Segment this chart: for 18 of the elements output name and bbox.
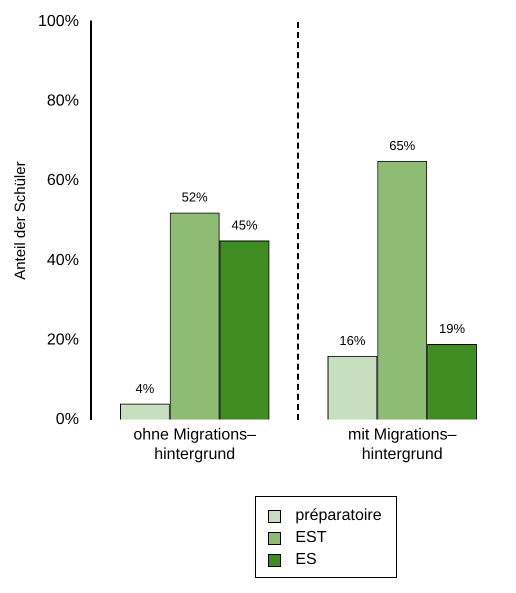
y-tick-label: 60% xyxy=(46,172,79,190)
legend-label: préparatoire xyxy=(295,507,382,525)
legend-label: ES xyxy=(295,551,317,569)
y-tick-label: 20% xyxy=(46,331,79,348)
y-axis-title: Anteil der Schüler xyxy=(12,161,30,280)
data-label: 65% xyxy=(389,138,416,153)
x-tick-label: ohne Migrations– hintergrund xyxy=(133,426,256,463)
data-label: 19% xyxy=(439,321,466,336)
legend-label: EST xyxy=(295,529,326,547)
data-label: 45% xyxy=(231,218,258,233)
data-label: 52% xyxy=(182,190,208,205)
y-tick-label: 100% xyxy=(38,13,79,30)
data-label: 16% xyxy=(339,333,366,348)
y-tick-label: 0% xyxy=(56,411,79,428)
y-tick-label: 80% xyxy=(46,92,79,110)
y-tick-label: 40% xyxy=(46,252,79,269)
data-label: 4% xyxy=(135,380,155,396)
x-tick-label: mit Migrations– hintergrund xyxy=(348,426,457,463)
